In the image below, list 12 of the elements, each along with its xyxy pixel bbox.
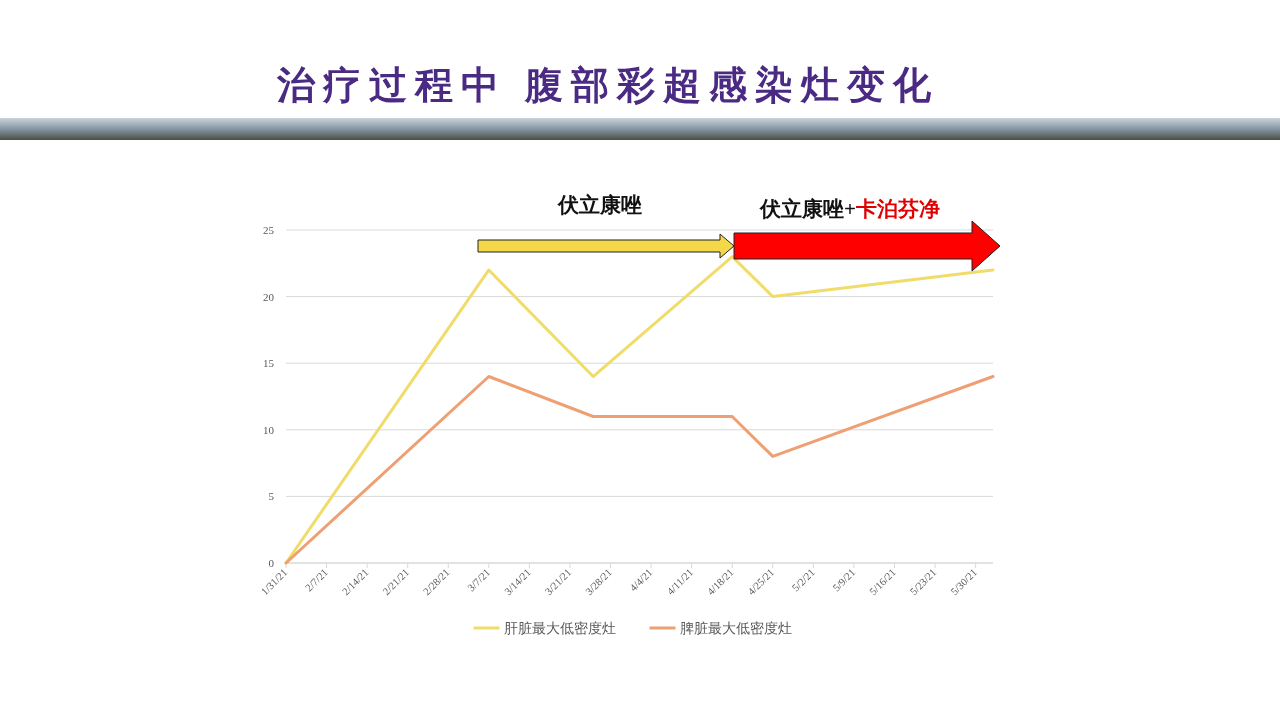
y-tick-label: 15 <box>263 357 275 370</box>
text: 伏立康唑 <box>557 193 642 217</box>
y-tick-label: 20 <box>263 290 275 303</box>
chart-title: 治疗过程中 腹部彩超感染灶变化 <box>276 64 939 106</box>
text: 卡泊芬净 <box>854 197 940 221</box>
y-tick-label: 10 <box>263 423 275 436</box>
y-tick-label: 0 <box>268 557 275 569</box>
legend-label: 肝脏最大低密度灶 <box>503 620 616 636</box>
y-tick-label: 25 <box>263 224 275 236</box>
y-tick-label: 5 <box>268 490 275 503</box>
legend-label: 脾脏最大低密度灶 <box>679 620 792 636</box>
text: 伏立康唑+ <box>759 197 856 221</box>
